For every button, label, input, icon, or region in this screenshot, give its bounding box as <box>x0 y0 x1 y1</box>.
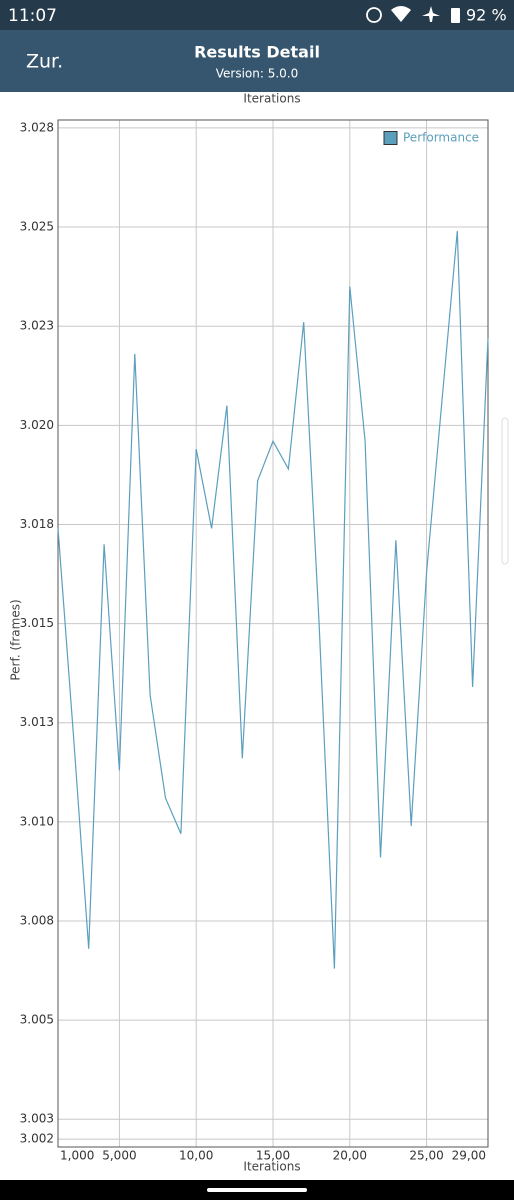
chart: 3.002 3.003 3.005 3.008 3.010 3.013 3.015 3.018… <box>20 119 489 1163</box>
y-tick-label: 3.010 <box>20 814 54 828</box>
y-tick-label: 3.018 <box>20 517 54 531</box>
y-tick-label: 3.025 <box>20 220 54 234</box>
status-time: 11:07 <box>8 6 57 26</box>
dnd-icon <box>366 7 382 23</box>
header-subtitle: Version: 5.0.0 <box>216 67 299 81</box>
airplane-icon <box>422 6 440 22</box>
y-tick-label: 3.013 <box>20 715 54 729</box>
y-tick-label: 3.008 <box>20 913 54 927</box>
x-tick-label: 29,00 <box>452 1149 486 1163</box>
header-title: Results Detail <box>194 43 320 62</box>
y-tick-label: 3.028 <box>20 120 54 134</box>
y-tick-label: 3.003 <box>20 1112 54 1126</box>
y-tick-label: 3.005 <box>20 1013 54 1027</box>
x-axis-label: Iterations <box>243 1160 300 1174</box>
data-line <box>57 230 489 969</box>
wifi-icon <box>391 6 411 22</box>
y-tick-label: 3.015 <box>20 616 54 630</box>
y-axis-label: Perf. (frames) <box>9 599 23 680</box>
x-tick-label: 15,00 <box>256 1149 290 1163</box>
y-tick-label: 3.023 <box>20 319 54 333</box>
y-tick-label: 3.020 <box>20 418 54 432</box>
legend-label: Performance <box>403 131 479 145</box>
y-tick-label: 3.002 <box>20 1132 54 1146</box>
app-header <box>0 30 514 92</box>
x-axis-label-top: Iterations <box>243 92 300 106</box>
legend-swatch <box>383 131 398 145</box>
x-tick-label: 20,00 <box>333 1149 367 1163</box>
battery-level: 92 % <box>466 6 507 25</box>
x-tick-label: 1,000 <box>60 1149 94 1163</box>
x-tick-label: 25,00 <box>409 1149 443 1163</box>
scrollbar <box>501 417 509 565</box>
battery-icon <box>451 8 460 23</box>
plot-frame <box>57 119 489 1148</box>
back-button[interactable]: Zur. <box>26 51 63 73</box>
x-tick-label: 10,00 <box>179 1149 213 1163</box>
x-tick-label: 5,000 <box>102 1149 136 1163</box>
home-indicator[interactable] <box>207 1188 307 1192</box>
